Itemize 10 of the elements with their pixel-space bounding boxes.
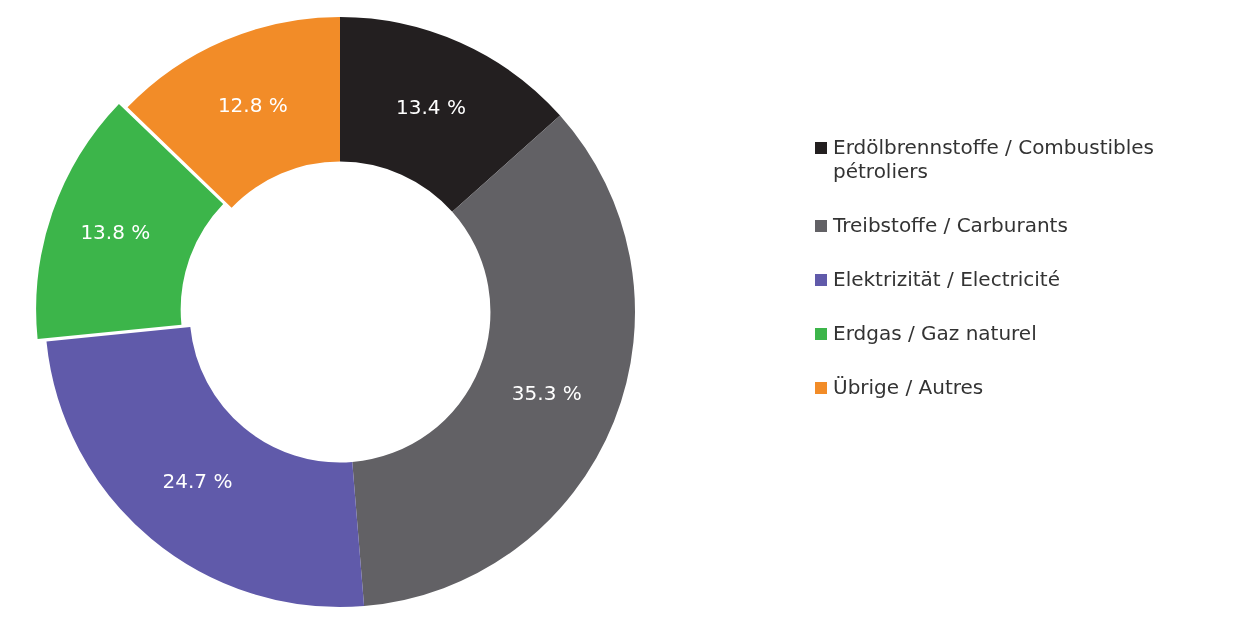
data-label: 12.8 % bbox=[217, 93, 288, 118]
data-label: 13.8 % bbox=[80, 220, 151, 245]
legend-label: Erdgas / Gaz naturel bbox=[833, 321, 1037, 345]
legend-label: Erdölbrennstoffe / Combustibles pétroliers bbox=[833, 135, 1155, 183]
legend-label: Elektrizität / Electricité bbox=[833, 267, 1060, 291]
legend-label: Treibstoffe / Carburants bbox=[833, 213, 1068, 237]
legend-label: Übrige / Autres bbox=[833, 375, 984, 399]
data-label: 13.4 % bbox=[396, 94, 466, 119]
data-label: 24.7 % bbox=[162, 469, 233, 494]
data-label: 35.3 % bbox=[511, 380, 582, 405]
